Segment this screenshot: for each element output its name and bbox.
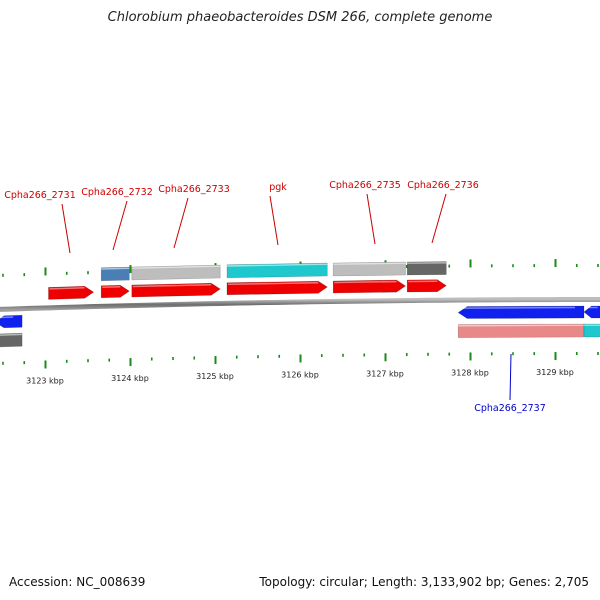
- axis-kbp-label: 3124 kbp: [111, 374, 149, 383]
- leader-line-cpha266_2737: [509, 353, 512, 401]
- gene-arrow-cpha266_2735: [332, 279, 407, 294]
- gene-label-cpha266_2733: Cpha266_2733: [158, 184, 230, 195]
- feature-box-reverse-highlight: [0, 333, 23, 336]
- gene-arrow-cpha266_2731: [48, 285, 95, 300]
- feature-box-reverse-highlight: [458, 324, 585, 327]
- gene-arrow-cpha266_2736: [406, 279, 447, 293]
- gene-arrow-highlight: [102, 286, 121, 289]
- axis-kbp-label: 3126 kbp: [281, 370, 319, 379]
- axis-kbp-label: 3127 kbp: [366, 369, 404, 378]
- feature-box-forward: [332, 261, 406, 277]
- gene-arrow-highlight: [49, 287, 85, 290]
- gene-arrow-pgk: [226, 280, 328, 296]
- topology-summary: Topology: circular; Length: 3,133,902 bp…: [259, 575, 589, 589]
- gene-label-cpha266_2732: Cpha266_2732: [81, 187, 153, 198]
- gene-label-cpha266_2735: Cpha266_2735: [329, 180, 401, 191]
- gene-arrow-cpha266_2733: [131, 282, 221, 298]
- gene-label-cpha266_2731: Cpha266_2731: [4, 190, 76, 201]
- leader-line-cpha266_2731: [61, 203, 71, 254]
- feature-box-forward: [131, 264, 221, 281]
- feature-box-forward-highlight: [226, 263, 328, 267]
- feature-box-forward: [406, 261, 447, 276]
- gene-arrow-highlight: [0, 316, 14, 319]
- genome-backbone: [0, 297, 600, 312]
- gene-arrow-highlight: [132, 283, 212, 288]
- axis-kbp-label: 3129 kbp: [536, 368, 574, 377]
- feature-box-forward-highlight: [333, 262, 406, 265]
- feature-box-reverse: [583, 323, 600, 338]
- feature-box-forward-highlight: [101, 267, 130, 270]
- axis-kbp-label: 3128 kbp: [451, 368, 489, 377]
- feature-box-forward: [226, 262, 328, 279]
- leader-line-cpha266_2736: [431, 193, 447, 244]
- gene-arrow-prev_rev: [0, 314, 23, 329]
- axis-kbp-label: 3125 kbp: [196, 372, 234, 381]
- leader-line-pgk: [269, 195, 279, 246]
- gene-arrow-highlight: [459, 306, 576, 309]
- gene-arrow-highlight: [227, 281, 319, 286]
- feature-box-forward: [100, 266, 130, 282]
- leader-line-cpha266_2735: [366, 193, 376, 245]
- accession-text: Accession: NC_008639: [9, 575, 146, 589]
- axis-kbp-label: 3123 kbp: [26, 376, 64, 385]
- gene-label-pgk: pgk: [269, 182, 287, 193]
- genome-title: Chlorobium phaeobacteroides DSM 266, com…: [107, 10, 493, 25]
- feature-box-reverse: [0, 332, 23, 348]
- leader-line-cpha266_2732: [112, 200, 128, 251]
- gene-arrow-next_rev: [583, 305, 600, 319]
- gene-arrow-cpha266_2732: [100, 284, 130, 299]
- leader-line-cpha266_2733: [173, 197, 189, 249]
- feature-box-forward-highlight: [131, 265, 221, 269]
- gene-label-cpha266_2737: Cpha266_2737: [474, 403, 546, 414]
- gene-arrow-highlight: [334, 280, 397, 284]
- gene-label-cpha266_2736: Cpha266_2736: [407, 180, 479, 191]
